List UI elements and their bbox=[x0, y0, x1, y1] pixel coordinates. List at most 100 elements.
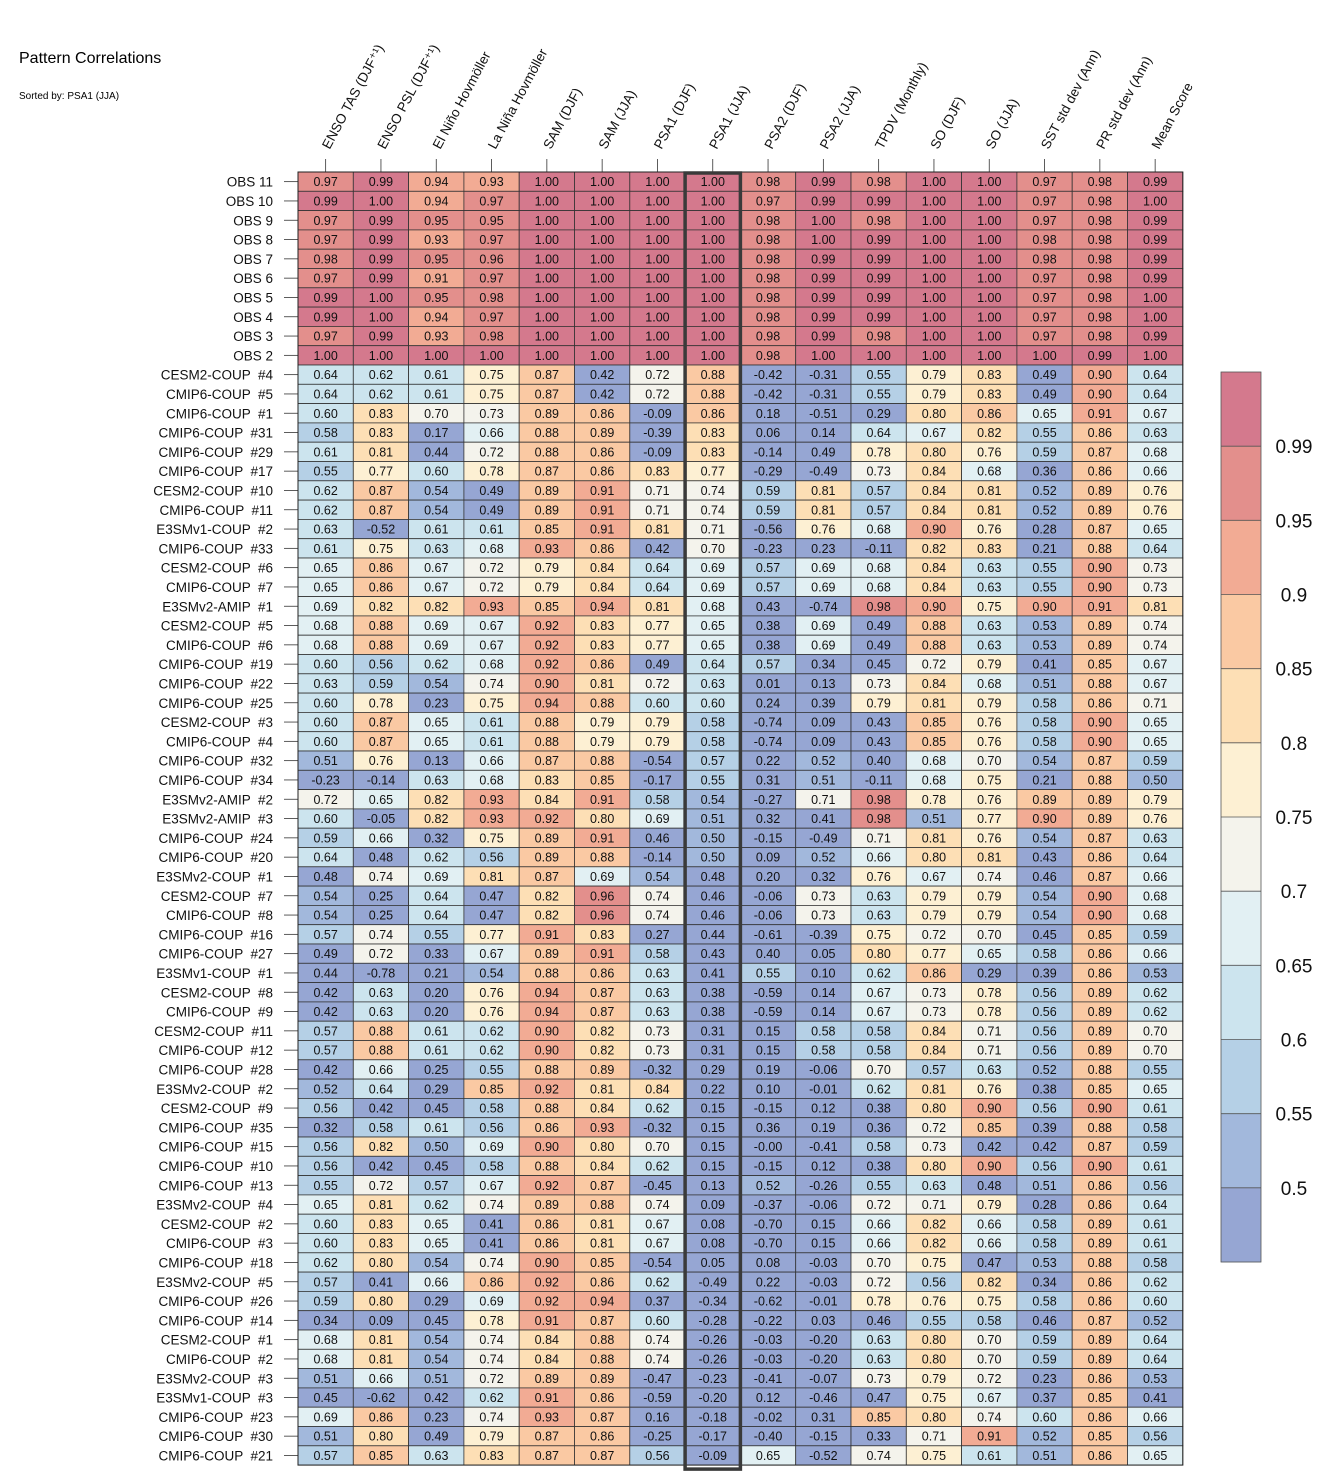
cell-value: 0.52 bbox=[1032, 503, 1056, 517]
cell-value: 0.97 bbox=[313, 214, 337, 228]
cell-value: 0.99 bbox=[1143, 175, 1167, 189]
row-label: E3SMv1-COUP #2 bbox=[156, 522, 273, 537]
cell-value: 0.60 bbox=[1143, 1295, 1167, 1309]
cell-value: 0.90 bbox=[977, 1159, 1001, 1173]
cell-value: -0.05 bbox=[367, 812, 396, 826]
cell-value: 0.53 bbox=[1032, 619, 1056, 633]
cell-value: -0.26 bbox=[699, 1352, 728, 1366]
cell-value: 0.64 bbox=[645, 580, 669, 594]
cell-value: 0.64 bbox=[645, 561, 669, 575]
cell-value: 0.99 bbox=[1143, 252, 1167, 266]
column-label: PR std dev (Ann) bbox=[1093, 54, 1155, 152]
cell-value: 0.55 bbox=[701, 773, 725, 787]
cell-value: 0.90 bbox=[1088, 368, 1112, 382]
cell-value: -0.01 bbox=[809, 1082, 838, 1096]
cell-value: -0.06 bbox=[754, 889, 783, 903]
cell-value: 0.69 bbox=[479, 1295, 503, 1309]
cell-value: 0.23 bbox=[424, 1410, 448, 1424]
cell-value: 0.90 bbox=[535, 1044, 559, 1058]
cell-value: 0.56 bbox=[1032, 1005, 1056, 1019]
cell-value: 0.44 bbox=[424, 445, 448, 459]
cell-value: -0.39 bbox=[809, 928, 838, 942]
cell-value: 0.41 bbox=[811, 812, 835, 826]
cell-value: 0.54 bbox=[1032, 754, 1056, 768]
cell-value: 0.87 bbox=[590, 1179, 614, 1193]
cell-value: 0.15 bbox=[811, 1237, 835, 1251]
cell-value: 0.91 bbox=[535, 1314, 559, 1328]
cell-value: 0.68 bbox=[313, 638, 337, 652]
cell-value: 0.13 bbox=[811, 677, 835, 691]
cell-value: 0.15 bbox=[701, 1159, 725, 1173]
cell-value: 0.67 bbox=[645, 1217, 669, 1231]
cell-value: 0.09 bbox=[811, 735, 835, 749]
cell-value: 0.92 bbox=[535, 1179, 559, 1193]
cell-value: 0.73 bbox=[645, 1024, 669, 1038]
cell-value: 0.64 bbox=[313, 368, 337, 382]
cell-value: -0.49 bbox=[699, 1275, 728, 1289]
cell-value: 0.13 bbox=[424, 754, 448, 768]
cell-value: 0.69 bbox=[811, 638, 835, 652]
cell-value: 0.29 bbox=[424, 1295, 448, 1309]
row-label: OBS 7 bbox=[233, 252, 273, 267]
colorbar-bin bbox=[1221, 668, 1261, 744]
cell-value: 0.56 bbox=[645, 1449, 669, 1463]
cell-value: 0.94 bbox=[535, 986, 559, 1000]
cell-value: 0.79 bbox=[866, 696, 890, 710]
cell-value: -0.09 bbox=[643, 445, 672, 459]
cell-value: 0.24 bbox=[756, 696, 780, 710]
cell-value: 0.56 bbox=[1032, 986, 1056, 1000]
cell-value: 0.45 bbox=[313, 1391, 337, 1405]
cell-value: 0.74 bbox=[645, 889, 669, 903]
cell-value: 0.62 bbox=[313, 484, 337, 498]
cell-value: 0.90 bbox=[1088, 1159, 1112, 1173]
cell-value: 0.61 bbox=[313, 445, 337, 459]
cell-value: 0.27 bbox=[645, 928, 669, 942]
cell-value: 0.22 bbox=[701, 1082, 725, 1096]
cell-value: 0.67 bbox=[922, 426, 946, 440]
cell-value: 0.37 bbox=[645, 1295, 669, 1309]
cell-value: 0.58 bbox=[645, 947, 669, 961]
row-label: CMIP6-COUP #7 bbox=[166, 580, 273, 595]
cell-value: 0.63 bbox=[866, 1333, 890, 1347]
cell-value: 0.89 bbox=[1088, 638, 1112, 652]
cell-value: 0.94 bbox=[535, 696, 559, 710]
cell-value: 0.88 bbox=[590, 1352, 614, 1366]
cell-value: 1.00 bbox=[590, 214, 614, 228]
cell-value: 0.58 bbox=[1032, 735, 1056, 749]
cell-value: 0.67 bbox=[479, 947, 503, 961]
row-label: CMIP6-COUP #30 bbox=[158, 1429, 273, 1444]
cell-value: 0.86 bbox=[1088, 947, 1112, 961]
cell-value: 0.98 bbox=[1088, 310, 1112, 324]
cell-value: 0.61 bbox=[424, 1121, 448, 1135]
cell-value: -0.15 bbox=[754, 1102, 783, 1116]
cell-value: 0.86 bbox=[1088, 851, 1112, 865]
cell-value: 0.54 bbox=[424, 484, 448, 498]
row-label: CMIP6-COUP #8 bbox=[166, 908, 273, 923]
cell-value: 0.69 bbox=[313, 1410, 337, 1424]
cell-value: 0.71 bbox=[977, 1024, 1001, 1038]
cell-value: 0.88 bbox=[590, 754, 614, 768]
cell-value: 0.20 bbox=[756, 870, 780, 884]
cell-value: 0.53 bbox=[1143, 966, 1167, 980]
cell-value: 0.63 bbox=[922, 1179, 946, 1193]
cell-value: 0.97 bbox=[313, 272, 337, 286]
row-label: OBS 4 bbox=[233, 310, 273, 325]
cell-value: 0.62 bbox=[369, 387, 393, 401]
cell-value: 0.85 bbox=[866, 1410, 890, 1424]
cell-value: 0.81 bbox=[977, 503, 1001, 517]
cell-value: 0.57 bbox=[866, 484, 890, 498]
cell-value: 0.92 bbox=[535, 658, 559, 672]
row-label: E3SMv1-COUP #3 bbox=[156, 1391, 273, 1406]
cell-value: 0.58 bbox=[1143, 1256, 1167, 1270]
cell-value: 0.74 bbox=[369, 928, 393, 942]
cell-value: 0.78 bbox=[977, 1005, 1001, 1019]
cell-value: 0.50 bbox=[701, 831, 725, 845]
cell-value: 0.60 bbox=[313, 658, 337, 672]
cell-value: 0.42 bbox=[590, 368, 614, 382]
cell-value: 0.54 bbox=[645, 870, 669, 884]
cell-value: 0.78 bbox=[479, 1314, 503, 1328]
cell-value: 0.58 bbox=[866, 1024, 890, 1038]
cell-value: 0.93 bbox=[479, 793, 503, 807]
cell-value: 0.84 bbox=[922, 484, 946, 498]
cell-value: 0.58 bbox=[811, 1044, 835, 1058]
